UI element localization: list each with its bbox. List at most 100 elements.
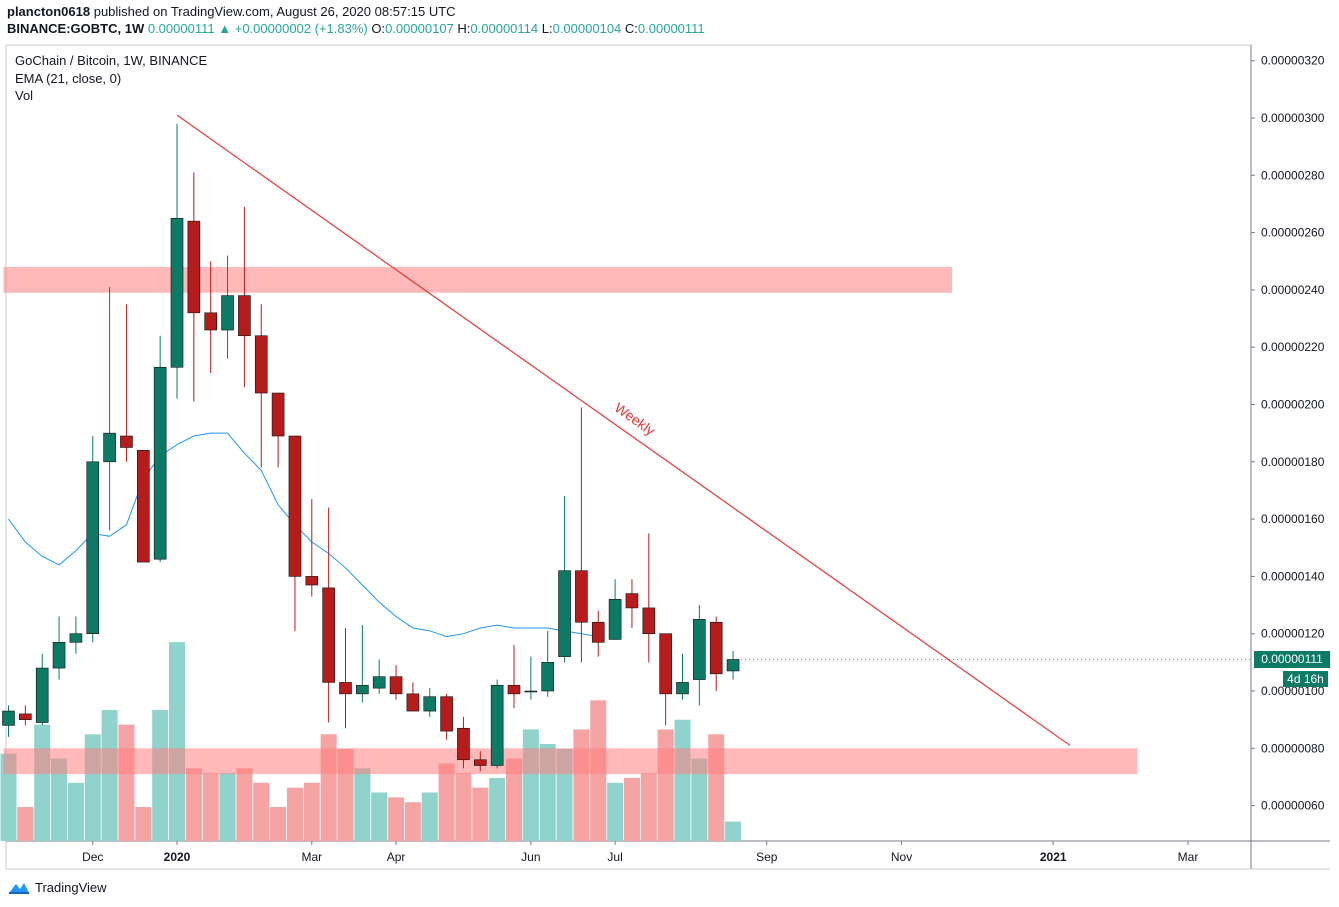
candle-body	[457, 727, 470, 761]
candle-body	[52, 641, 66, 669]
volume-bar	[34, 724, 51, 841]
candle-body	[591, 621, 605, 643]
volume-bar	[51, 758, 68, 841]
volume-bar	[17, 807, 34, 841]
x-tick-label: 2020	[164, 850, 191, 864]
candle-body	[356, 684, 369, 695]
volume-bar	[522, 729, 539, 841]
candle-body	[676, 682, 689, 695]
y-tick-label: 0.00000140	[1261, 569, 1325, 583]
x-tick-label: Jun	[521, 850, 540, 864]
volume-bar	[489, 777, 506, 841]
y-tick-label: 0.00000080	[1261, 741, 1325, 755]
candle-body	[659, 633, 672, 695]
y-tick-label: 0.00000300	[1261, 111, 1325, 125]
y-tick-label: 0.00000280	[1261, 168, 1325, 182]
candle-body	[490, 684, 504, 766]
x-tick-label: Nov	[891, 850, 912, 864]
candle-body	[305, 576, 319, 586]
volume-bar	[67, 782, 84, 841]
candle-body	[423, 696, 437, 712]
volume-bar	[185, 768, 202, 841]
candle-body	[524, 690, 538, 693]
volume-bar	[674, 719, 691, 841]
volume-bar	[657, 729, 674, 841]
resistance-zone	[3, 266, 953, 293]
candle-body	[254, 335, 268, 394]
candle-body	[372, 676, 386, 689]
candle-body	[19, 713, 32, 720]
candle-body	[339, 682, 352, 695]
volume-bar	[640, 773, 657, 841]
volume-bar	[607, 782, 624, 841]
volume-bar	[135, 807, 152, 841]
candle-body	[608, 599, 622, 640]
volume-bar	[169, 642, 185, 841]
chart-title: GoChain / Bitcoin, 1W, BINANCE	[15, 53, 208, 68]
volume-bar	[371, 792, 388, 841]
volume-bar	[118, 724, 135, 841]
volume-bar	[236, 768, 253, 841]
y-tick-label: 0.00000220	[1261, 340, 1325, 354]
y-tick-label: 0.00000320	[1261, 54, 1325, 68]
volume-bar	[388, 797, 405, 841]
candle-body	[709, 621, 723, 675]
open-label: O:	[371, 21, 386, 36]
y-tick-label: 0.00000060	[1261, 799, 1325, 813]
low-label: L:	[541, 21, 553, 36]
candle-body	[406, 693, 420, 712]
volume-bar	[0, 753, 17, 841]
y-tick-label: 0.00000260	[1261, 226, 1325, 240]
ema-line	[8, 432, 599, 638]
volume-legend: Vol	[15, 88, 34, 103]
x-tick-label: Jul	[607, 850, 622, 864]
publish-info: plancton0618 published on TradingView.co…	[7, 4, 456, 19]
volume-bar	[101, 710, 118, 841]
last-price: 0.00000111	[147, 21, 215, 36]
candle-body	[2, 710, 15, 726]
volume-bar	[354, 768, 371, 841]
candle-body	[86, 461, 100, 634]
candle-body	[322, 587, 335, 683]
x-tick-label: Apr	[387, 850, 406, 864]
candle-body	[103, 432, 116, 463]
candle-body	[187, 220, 201, 314]
tradingview-logo[interactable]: TradingView	[7, 879, 107, 895]
volume-bar	[286, 787, 303, 841]
high-value: 0.00000114	[470, 21, 539, 36]
volume-bar	[219, 773, 236, 841]
trendline-label: Weekly	[612, 399, 659, 438]
candle-body	[473, 759, 487, 766]
candle-body	[137, 450, 150, 563]
volume-bar	[691, 758, 708, 841]
tradingview-cloud-icon	[9, 883, 29, 894]
volume-bar	[623, 777, 640, 841]
bar-countdown-tag: 4d 16h	[1283, 671, 1328, 687]
volume-bar	[152, 710, 169, 841]
low-value: 0.00000104	[552, 21, 622, 36]
volume-bar	[303, 782, 320, 841]
candle-body	[69, 633, 83, 643]
candle-body	[558, 570, 571, 657]
volume-bar	[472, 787, 489, 841]
up-arrow-icon: ▲	[218, 21, 232, 36]
tradingview-brand: TradingView	[35, 879, 107, 895]
candle-body	[440, 696, 453, 732]
author-name: plancton0618	[7, 4, 91, 19]
resistance-zone	[3, 748, 1138, 775]
published-text: published on TradingView.com, August 26,…	[93, 4, 456, 19]
x-tick-label: Sep	[756, 850, 778, 864]
plot-frame	[5, 44, 1252, 870]
candle-body	[221, 295, 234, 331]
candle-body	[726, 659, 740, 672]
candle-body	[389, 676, 403, 695]
x-tick-label: Mar	[1178, 850, 1199, 864]
volume-bar	[438, 763, 455, 841]
volume-bar	[506, 758, 522, 841]
candle-body	[693, 619, 706, 680]
x-tick-label: 2021	[1040, 850, 1067, 864]
y-tick-label: 0.00000240	[1261, 283, 1325, 297]
volume-bar	[573, 729, 590, 841]
candle-body	[204, 312, 217, 331]
